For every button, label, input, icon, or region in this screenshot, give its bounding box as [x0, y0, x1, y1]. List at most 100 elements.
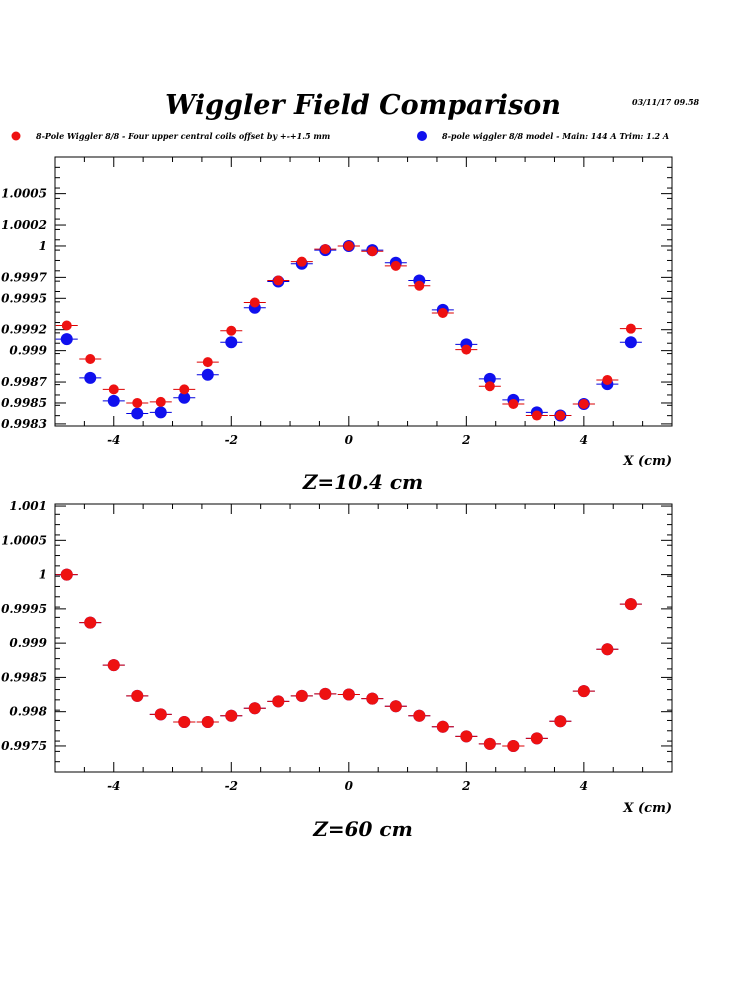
data-point	[530, 732, 543, 745]
data-point	[437, 307, 448, 318]
data-point	[296, 256, 307, 267]
data-point	[601, 643, 614, 656]
y-tick-label: 1.0005	[1, 187, 47, 201]
data-point	[320, 244, 331, 255]
x-tick-label: -4	[107, 433, 120, 447]
data-point	[460, 730, 473, 743]
data-point	[555, 410, 566, 421]
data-point	[272, 695, 285, 708]
plot-frame	[54, 156, 673, 427]
chart-title: Z=60 cm	[312, 817, 413, 841]
y-tick-label: 0.998	[9, 705, 47, 719]
y-tick-label: 0.999	[9, 344, 47, 358]
y-tick-label: 0.9983	[1, 417, 47, 431]
data-point	[131, 407, 144, 420]
data-point	[295, 689, 308, 702]
data-point	[343, 240, 354, 251]
y-tick-label: 0.9975	[1, 739, 47, 753]
data-point	[624, 336, 637, 349]
y-tick-label: 1	[39, 239, 47, 253]
y-tick-label: 0.999	[9, 636, 47, 650]
data-point	[577, 685, 590, 698]
data-point	[319, 687, 332, 700]
x-tick-label: -2	[225, 433, 238, 447]
data-point	[483, 372, 496, 385]
y-tick-label: 0.9997	[1, 270, 48, 284]
data-point	[248, 702, 261, 715]
legend-marker-series2	[417, 131, 427, 141]
data-point	[154, 406, 167, 419]
data-point	[390, 260, 401, 271]
data-point	[201, 715, 214, 728]
x-tick-label: 0	[345, 433, 354, 447]
data-point	[273, 275, 284, 286]
page-title: Wiggler Field Comparison	[165, 90, 561, 121]
data-point	[507, 739, 520, 752]
y-tick-label: 1	[39, 568, 47, 582]
data-point	[132, 397, 143, 408]
chart-z10: -4 -2 0 2 4 0.9983 0.9985 0.9987 0.999 0.9992 0.99…	[1, 156, 673, 494]
x-tick-label: 4	[580, 779, 588, 793]
y-tick-label: 0.9995	[1, 602, 47, 616]
data-point	[389, 700, 402, 713]
legend-label-series2: 8-pole wiggler 8/8 model - Main: 144 A T…	[442, 131, 669, 141]
data-point	[131, 689, 144, 702]
x-axis-label: X (cm)	[622, 454, 672, 469]
data-point	[107, 659, 120, 672]
data-point	[226, 325, 237, 336]
y-tick-label: 0.9995	[1, 291, 47, 305]
data-point	[202, 357, 213, 368]
data-point	[61, 320, 72, 331]
y-tick-label: 0.9985	[1, 670, 47, 684]
data-point	[531, 410, 542, 421]
data-point	[249, 297, 260, 308]
data-point	[155, 396, 166, 407]
x-axis-label: X (cm)	[622, 801, 672, 816]
data-point	[461, 344, 472, 355]
legend-marker-series1	[11, 131, 21, 141]
data-point	[225, 336, 238, 349]
plot-frame	[54, 503, 673, 773]
data-point	[84, 616, 97, 629]
data-point	[625, 323, 636, 334]
data-point	[154, 708, 167, 721]
data-point	[85, 354, 96, 365]
x-tick-label: -4	[107, 779, 120, 793]
y-tick-label: 1.0002	[1, 218, 47, 232]
data-point	[60, 568, 73, 581]
data-point	[484, 381, 495, 392]
y-tick-label: 0.9992	[1, 323, 47, 337]
data-point	[602, 374, 613, 385]
data-point	[366, 692, 379, 705]
y-tick-label: 1.001	[9, 499, 47, 513]
y-tick-label: 1.0005	[1, 533, 47, 547]
y-tick-label: 0.9985	[1, 396, 47, 410]
x-tick-label: 4	[580, 433, 588, 447]
data-point	[578, 399, 589, 410]
x-tick-label: 0	[345, 779, 354, 793]
data-point	[554, 715, 567, 728]
data-point	[179, 384, 190, 395]
data-point	[414, 280, 425, 291]
data-point	[367, 246, 378, 257]
legend-label-series1: 8-Pole Wiggler 8/8 - Four upper central …	[36, 131, 330, 141]
y-tick-label: 0.9987	[1, 375, 48, 389]
chart-z60: -4 -2 0 2 4 0.9975 0.998 0.9985 0.999 0.9995 1 1.00…	[1, 499, 673, 841]
data-point	[508, 399, 519, 410]
data-point	[201, 368, 214, 381]
x-tick-label: 2	[461, 433, 470, 447]
x-tick-label: -2	[225, 779, 238, 793]
data-point	[342, 688, 355, 701]
chart-title: Z=10.4 cm	[302, 470, 423, 494]
data-point	[108, 384, 119, 395]
data-point	[624, 598, 637, 611]
data-point	[413, 709, 426, 722]
legend: 8-Pole Wiggler 8/8 - Four upper central …	[11, 131, 669, 141]
data-point	[178, 391, 191, 404]
timestamp: 03/11/17 09.58	[632, 97, 700, 107]
data-point	[483, 737, 496, 750]
data-point	[84, 371, 97, 384]
data-point	[107, 394, 120, 407]
data-point	[60, 333, 73, 346]
